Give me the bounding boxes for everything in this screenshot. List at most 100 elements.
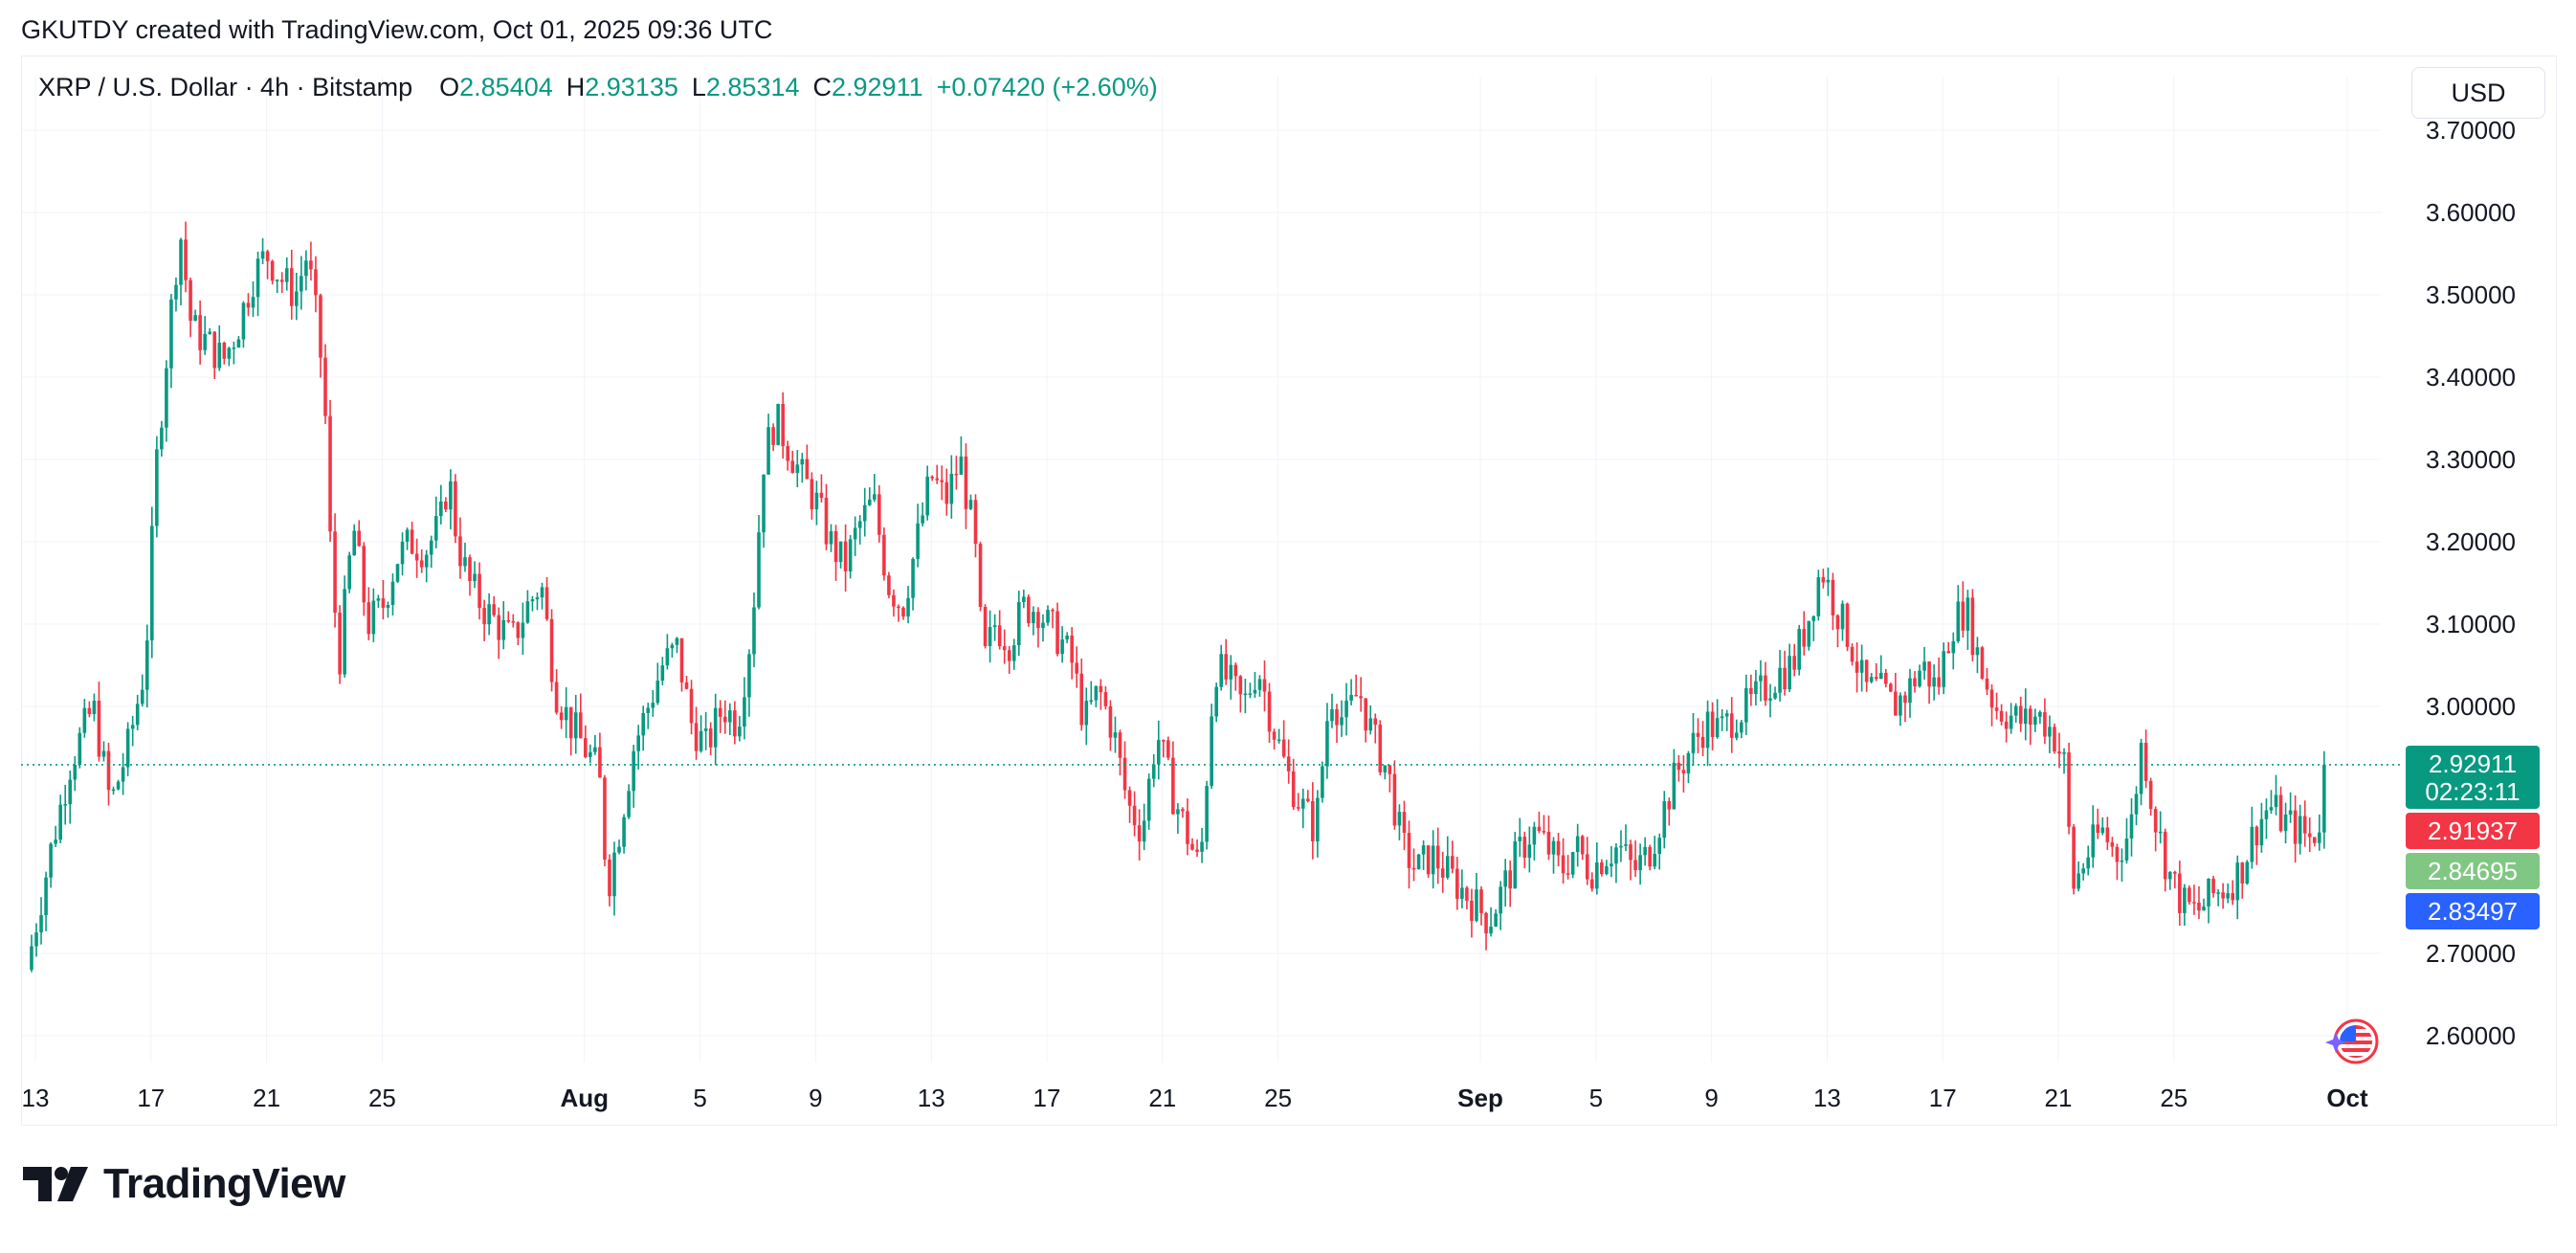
candle-body	[1195, 849, 1199, 852]
candle-body	[1484, 912, 1488, 934]
candle-body	[1205, 786, 1209, 842]
candle-body	[1407, 833, 1411, 868]
candle-body	[1643, 846, 1647, 856]
candle-body	[1715, 718, 1720, 738]
candle-body	[2100, 827, 2105, 834]
price-tick-label: 3.60000	[2426, 198, 2516, 227]
candle-body	[1551, 840, 1556, 855]
candle-body	[559, 712, 564, 721]
candle-body	[1022, 596, 1026, 603]
candle-body	[1821, 577, 1826, 583]
candle-body	[949, 473, 954, 504]
candle-body	[2081, 868, 2085, 874]
low-value: 2.85314	[705, 73, 800, 101]
candle-body	[87, 707, 92, 715]
candle-body	[2192, 902, 2196, 904]
candle-body	[328, 415, 332, 532]
candle-body	[1610, 863, 1613, 866]
candle-body	[646, 707, 651, 713]
candle-body	[2167, 871, 2172, 880]
candle-body	[1807, 620, 1811, 647]
candle-body	[1079, 673, 1084, 726]
candle-body	[588, 751, 592, 757]
candle-body	[689, 688, 694, 724]
candle-body	[2211, 878, 2215, 894]
candle-body	[521, 622, 525, 638]
candle-body	[810, 479, 814, 510]
candle-body	[1190, 843, 1194, 850]
candle-body	[525, 601, 530, 623]
candle-body	[1489, 927, 1493, 934]
candle-body	[1233, 664, 1238, 677]
candle-body	[1084, 701, 1089, 726]
price-tag-bg	[2406, 745, 2540, 809]
candle-body	[2148, 780, 2153, 810]
symbol-title: XRP / U.S. Dollar · 4h · Bitstamp	[38, 73, 413, 101]
candle-body	[743, 697, 746, 727]
candle-body	[781, 404, 785, 446]
candle-body	[1151, 764, 1156, 779]
tradingview-logo[interactable]: TradingView	[23, 1160, 345, 1208]
candle-body	[1373, 718, 1378, 726]
candle-body	[1686, 752, 1691, 774]
candle-body	[386, 605, 390, 608]
candle-body	[906, 597, 910, 617]
candle-body	[819, 492, 824, 499]
candle-body	[390, 581, 395, 606]
price-tag-bg	[2406, 892, 2540, 929]
candle-body	[2187, 887, 2191, 903]
candle-body	[1383, 765, 1388, 772]
candle-body	[135, 704, 140, 726]
currency-button[interactable]: USD	[2411, 67, 2545, 119]
candle-body	[160, 427, 164, 450]
candle-body	[1465, 887, 1469, 902]
candle-body	[323, 357, 327, 416]
candle-body	[501, 619, 506, 640]
candle-body	[1951, 640, 1956, 654]
candle-body	[198, 315, 202, 350]
candle-body	[1657, 838, 1662, 854]
time-tick-label: 5	[693, 1084, 706, 1112]
candle-body	[1036, 612, 1040, 629]
candle-body	[1416, 854, 1421, 869]
candle-body	[1007, 650, 1011, 661]
candle-body	[1402, 812, 1407, 834]
candle-body	[843, 541, 848, 571]
candle-body	[165, 368, 168, 428]
candle-body	[1653, 853, 1657, 867]
candle-body	[1985, 678, 1989, 690]
time-tick-label: Aug	[561, 1084, 610, 1112]
candle-body	[1710, 711, 1715, 738]
candle-body	[2250, 826, 2254, 862]
price-tag-label: 2.92911	[2429, 750, 2517, 778]
candle-body	[2221, 892, 2225, 899]
candle-body	[1681, 770, 1686, 774]
candle-body	[232, 347, 236, 349]
candle-body	[497, 615, 501, 640]
candle-body	[877, 494, 881, 535]
candle-body	[1759, 675, 1763, 682]
candle-body	[1864, 660, 1869, 682]
candle-body	[82, 707, 87, 733]
candle-body	[1889, 683, 1893, 692]
time-tick-label: Sep	[1457, 1084, 1503, 1112]
time-tick-label: 9	[809, 1084, 822, 1112]
candle-body	[1922, 661, 1926, 671]
candle-body	[304, 260, 308, 277]
candle-body	[1171, 757, 1175, 815]
candle-body	[2139, 743, 2143, 794]
candle-body	[97, 701, 101, 757]
time-tick-label: 17	[1033, 1084, 1061, 1112]
candle-body	[1816, 577, 1821, 616]
candle-body	[1874, 677, 1878, 680]
candle-body	[34, 932, 38, 947]
candle-body	[140, 689, 144, 705]
candle-body	[419, 560, 424, 568]
candle-body	[940, 480, 944, 482]
candle-body	[463, 557, 467, 567]
candle-body	[1989, 689, 1994, 708]
candle-body	[30, 946, 33, 971]
candle-body	[1595, 861, 1599, 889]
